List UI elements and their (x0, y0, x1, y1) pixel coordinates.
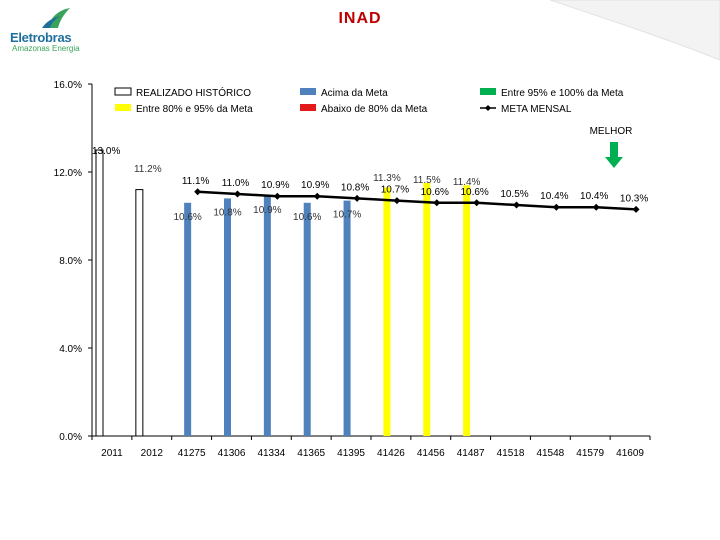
meta-value-label: 10.9% (301, 180, 329, 191)
page-title: INAD (338, 10, 382, 27)
meta-point (313, 192, 321, 200)
logo-subtitle: Amazonas Energia (12, 44, 80, 53)
meta-point (194, 188, 202, 196)
x-tick-label: 41579 (576, 448, 604, 459)
x-tick-label: 41456 (417, 448, 445, 459)
meta-point (273, 192, 281, 200)
x-tick-label: 41548 (536, 448, 564, 459)
bar-value-label: 10.8% (213, 207, 241, 218)
y-tick-label: 4.0% (59, 344, 82, 355)
x-tick-label: 41487 (457, 448, 485, 459)
bar-41365 (303, 202, 311, 436)
historic-value-label: 13.0% (92, 146, 120, 157)
bar-value-label: 11.5% (413, 175, 441, 186)
meta-point (393, 197, 401, 205)
meta-value-label: 11.1% (182, 176, 210, 187)
logo-name: Eletrobras (10, 30, 72, 45)
x-tick-label: 41395 (337, 448, 365, 459)
y-tick-label: 12.0% (54, 168, 82, 179)
meta-point (353, 194, 361, 202)
meta-value-label: 10.4% (540, 191, 568, 202)
bar-41395 (343, 200, 351, 436)
meta-point (552, 203, 560, 211)
x-tick-label: 41518 (497, 448, 525, 459)
legend-marker-meta (485, 105, 491, 111)
bar-41275 (184, 202, 192, 436)
bar-41306 (224, 198, 231, 436)
eletrobras-logo: Eletrobras Amazonas Energia (10, 6, 100, 53)
legend-swatch-entre8095 (115, 104, 131, 111)
y-tick-label: 0.0% (59, 432, 82, 443)
bar-value-label: 10.6% (173, 212, 201, 223)
bar-41456 (423, 183, 431, 436)
bar-41334 (263, 196, 271, 436)
bar-2012 (135, 189, 144, 437)
meta-value-label: 10.7% (381, 185, 409, 196)
meta-point (592, 203, 600, 211)
legend-swatch-abaixo (300, 104, 316, 111)
meta-value-label: 10.6% (460, 187, 488, 198)
x-tick-label: 2011 (101, 448, 123, 459)
lightning-bolt-icon (42, 8, 70, 28)
legend-label-historico: REALIZADO HISTÓRICO (136, 86, 251, 99)
x-tick-label: 41334 (257, 448, 285, 459)
meta-value-label: 10.3% (620, 193, 648, 204)
legend-label-entre9599: Entre 95% e 100% da Meta (501, 88, 624, 99)
x-tick-label: 2012 (141, 448, 164, 459)
meta-point (632, 205, 640, 213)
down-arrow-icon (605, 142, 623, 168)
melhor-label: MELHOR (590, 126, 633, 137)
meta-value-label: 10.8% (341, 182, 369, 193)
bar-value-label: 10.7% (333, 210, 361, 221)
x-tick-label: 41275 (178, 448, 206, 459)
meta-point (234, 190, 241, 198)
bar-value-label: 11.3% (373, 173, 401, 184)
legend-swatch-acima (300, 88, 316, 95)
meta-point (513, 201, 520, 209)
legend-swatch-historico (114, 87, 132, 96)
meta-value-label: 10.4% (580, 191, 608, 202)
legend-label-abaixo: Abaixo de 80% da Meta (321, 104, 428, 115)
bar-41487 (463, 185, 471, 436)
x-tick-label: 41609 (616, 448, 644, 459)
meta-value-label: 10.9% (261, 180, 289, 191)
bar-value-label: 11.2% (134, 164, 162, 175)
bar-value-label: 10.6% (293, 212, 321, 223)
legend-swatch-entre9599 (480, 88, 496, 95)
meta-value-label: 10.5% (500, 189, 528, 200)
x-tick-label: 41306 (218, 448, 246, 459)
y-tick-label: 8.0% (59, 256, 82, 267)
bar-value-label: 10.9% (253, 205, 281, 216)
meta-point (473, 199, 481, 207)
bar-41426 (383, 187, 391, 436)
meta-line (197, 190, 637, 211)
bar-value-label: 11.4% (453, 177, 481, 188)
meta-value-label: 11.0% (222, 178, 250, 189)
meta-value-label: 10.6% (421, 187, 449, 198)
legend-label-meta: META MENSAL (501, 104, 572, 115)
legend-label-acima: Acima da Meta (321, 88, 388, 99)
x-tick-label: 41365 (297, 448, 325, 459)
y-tick-label: 16.0% (54, 80, 82, 91)
bar-2011 (95, 149, 104, 437)
legend-label-entre8095: Entre 80% e 95% da Meta (136, 104, 253, 115)
meta-point (433, 199, 441, 207)
x-tick-label: 41426 (377, 448, 405, 459)
